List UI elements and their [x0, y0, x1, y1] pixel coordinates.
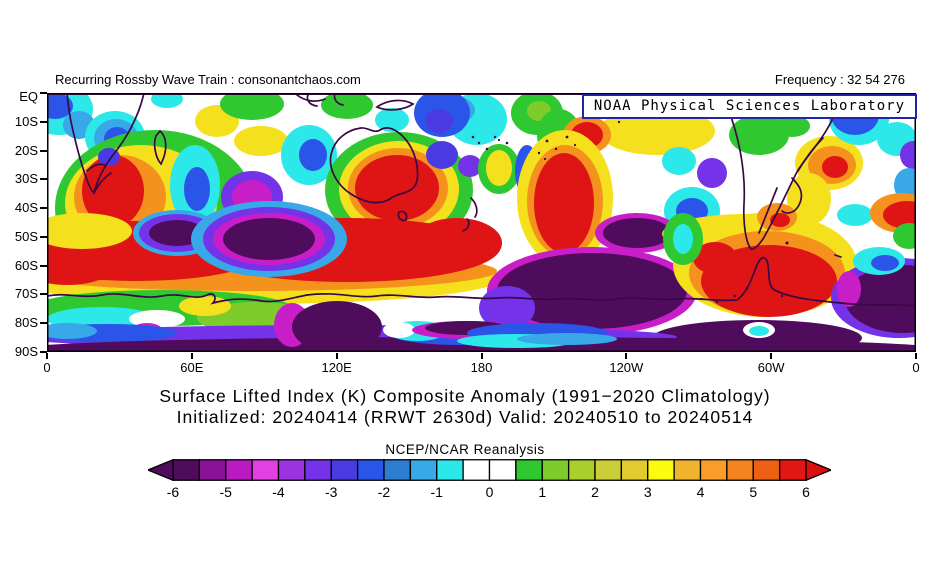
y-axis-tick — [40, 322, 47, 325]
colorbar-cell — [356, 459, 385, 481]
map-frame — [47, 93, 916, 352]
colorbar-tick-label: 3 — [643, 484, 652, 500]
colorbar-tick-label: -2 — [377, 484, 391, 500]
x-axis-tick-label: 0 — [912, 360, 920, 375]
y-axis-tick-label: EQ — [19, 89, 38, 104]
annotation-frequency: Frequency : 32 54 276 — [774, 72, 905, 87]
y-axis-tick — [40, 293, 47, 296]
y-axis-tick — [40, 207, 47, 210]
colorbar-tick-label: 4 — [696, 484, 705, 500]
colorbar-cell — [620, 459, 649, 481]
colorbar-cell — [752, 459, 781, 481]
x-axis-tick — [915, 353, 917, 359]
plot-subtitle: Initialized: 20240414 (RRWT 2630d) Valid… — [176, 407, 754, 427]
x-axis-tick — [46, 353, 48, 359]
colorbar-cell — [541, 459, 570, 481]
x-axis-tick — [335, 353, 338, 359]
colorbar-cell — [567, 459, 596, 481]
colorbar-tick-label: -5 — [219, 484, 232, 500]
y-axis-tick-label: 80S — [14, 315, 38, 331]
colorbar-cell — [647, 459, 675, 481]
colorbar-cell — [726, 459, 754, 481]
colorbar-tick-label: 1 — [538, 484, 547, 500]
colorbar-tick-label: 0 — [485, 484, 494, 500]
colorbar-tick-label: -1 — [430, 484, 443, 500]
anomaly-map-svg — [47, 93, 916, 352]
y-axis-tick — [40, 120, 47, 123]
x-axis-tick — [625, 353, 628, 359]
y-axis-tick — [40, 264, 47, 267]
colorbar-tick-label: 6 — [802, 484, 810, 500]
colorbar-cell — [198, 459, 227, 481]
colorbar-cell — [778, 459, 807, 481]
x-axis-tick-label: 60W — [757, 360, 785, 375]
colorbar-cell — [304, 459, 332, 481]
x-axis-tick-label: 60E — [180, 360, 204, 375]
colorbar-tick-label: 2 — [591, 484, 599, 500]
colorbar-left-arrow — [146, 458, 174, 482]
colorbar-cell — [436, 459, 464, 481]
colorbar-cell — [673, 459, 702, 481]
y-axis-tick-label: 40S — [14, 200, 38, 216]
colorbar-cell — [515, 459, 543, 481]
colorbar-tick-label: -4 — [272, 484, 285, 500]
x-axis-tick-label: 120W — [609, 360, 644, 375]
colorbar-cell — [225, 459, 253, 481]
noaa-psl-credit-box: NOAA Physical Sciences Laboratory — [581, 94, 917, 119]
colorbar-cell — [330, 459, 359, 481]
colorbar-cell — [488, 459, 517, 481]
colorbar-right-arrow — [805, 458, 833, 482]
y-axis-tick — [40, 92, 47, 94]
x-axis-tick-label: 120E — [321, 360, 352, 375]
colorbar-cell — [172, 459, 201, 481]
colorbar-tick-label: -6 — [166, 484, 180, 500]
y-axis-tick-label: 70S — [14, 286, 38, 302]
colorbar-tick-label: 5 — [749, 484, 758, 500]
colorbar-cell — [383, 459, 412, 481]
x-axis-tick — [770, 353, 773, 359]
y-axis-tick-label: 10S — [14, 113, 38, 129]
x-axis-tick-label: 0 — [43, 360, 51, 375]
y-axis-tick — [40, 178, 47, 181]
y-axis-tick — [40, 235, 47, 238]
colorbar-cell — [462, 459, 491, 481]
anomaly-map: NOAA Physical Sciences Laboratory — [47, 93, 917, 352]
y-axis-tick-label: 20S — [14, 142, 38, 158]
plot-title: Surface Lifted Index (K) Composite Anoma… — [159, 386, 771, 406]
y-axis-tick — [40, 149, 47, 152]
y-axis-tick-label: 60S — [14, 257, 38, 273]
colorbar-title: NCEP/NCAR Reanalysis — [385, 442, 545, 457]
colorbar-cell — [594, 459, 623, 481]
colorbar-cell — [277, 459, 306, 481]
y-axis-tick-label: 50S — [14, 228, 38, 244]
x-axis-tick-label: 180 — [470, 360, 493, 375]
x-axis-tick — [190, 353, 193, 359]
colorbar — [146, 458, 833, 482]
colorbar-cell — [409, 459, 438, 481]
x-axis-tick — [480, 353, 483, 359]
y-axis-tick-label: 90S — [14, 344, 38, 359]
y-axis-tick-label: 30S — [14, 171, 38, 187]
annotation-rossby-wave-train: Recurring Rossby Wave Train : consonantc… — [55, 72, 361, 87]
colorbar-tick-label: -3 — [325, 484, 338, 500]
colorbar-cell — [699, 459, 728, 481]
y-axis-tick — [40, 351, 47, 353]
colorbar-svg — [146, 458, 833, 482]
anomaly-blobs — [47, 93, 916, 352]
colorbar-cell — [251, 459, 280, 481]
